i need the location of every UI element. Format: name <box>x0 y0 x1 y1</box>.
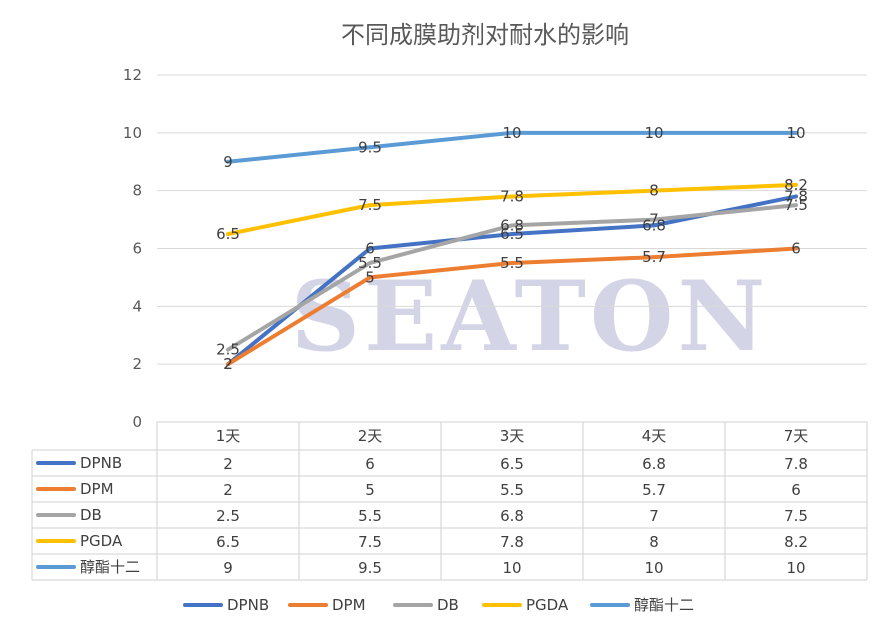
y-tick-label: 8 <box>132 182 142 200</box>
table-cell: 10 <box>502 559 521 577</box>
table-cell: 10 <box>644 559 663 577</box>
series-line-醇酯十二 <box>226 130 798 164</box>
series-line-DPM <box>226 246 798 367</box>
x-category-label: 3天 <box>500 427 525 445</box>
legend: DPNB DPM DB PGDA 醇酯十二 <box>183 596 694 614</box>
data-label: 5 <box>365 268 375 286</box>
x-category-label: 4天 <box>642 427 667 445</box>
table-cell: 6 <box>791 481 801 499</box>
data-label: 9 <box>223 153 233 171</box>
data-label: 7.5 <box>358 196 382 214</box>
data-label: 7.8 <box>784 187 808 205</box>
x-category-label: 7天 <box>784 427 809 445</box>
data-label: 7.5 <box>784 196 808 214</box>
data-label: 2 <box>223 355 233 373</box>
table-series-name: PGDA <box>80 532 123 550</box>
data-label: 5.7 <box>642 248 666 266</box>
data-label: 2.5 <box>216 341 240 359</box>
table-series-name: DPNB <box>80 454 122 472</box>
data-label: 10 <box>502 124 521 142</box>
table-series-name: DPM <box>80 480 114 498</box>
table-series-name: DB <box>80 506 102 524</box>
table-cell: 7.8 <box>784 455 808 473</box>
data-label: 8 <box>649 182 659 200</box>
data-label: 7 <box>649 211 659 229</box>
table-cell: 7.8 <box>500 533 524 551</box>
table-cell: 7 <box>649 507 659 525</box>
data-label: 7.8 <box>500 187 524 205</box>
data-label: 2 <box>223 355 233 373</box>
table-cell: 7.5 <box>784 507 808 525</box>
table-cell: 7.5 <box>358 533 382 551</box>
table-cell: 10 <box>786 559 805 577</box>
x-category-label: 1天 <box>216 427 241 445</box>
table-cell: 9 <box>223 559 233 577</box>
y-tick-label: 12 <box>123 66 142 84</box>
data-label: 10 <box>786 124 805 142</box>
data-label: 10 <box>644 124 663 142</box>
table-cell: 5.7 <box>642 481 666 499</box>
table-cell: 6.5 <box>500 455 524 473</box>
y-tick-label: 6 <box>132 240 142 258</box>
legend-label: DB <box>437 596 459 614</box>
data-label: 6.8 <box>500 216 524 234</box>
data-label: 6.8 <box>642 216 666 234</box>
y-tick-label: 0 <box>132 413 142 431</box>
legend-label: PGDA <box>526 596 569 614</box>
y-tick-label: 10 <box>123 124 142 142</box>
table-cell: 5.5 <box>358 507 382 525</box>
data-label: 5.5 <box>500 254 524 272</box>
series-line-DB <box>226 203 798 352</box>
table-cell: 6.5 <box>216 533 240 551</box>
x-category-label: 2天 <box>358 427 383 445</box>
data-label: 6.5 <box>500 225 524 243</box>
legend-label: DPNB <box>227 596 269 614</box>
legend-label: 醇酯十二 <box>634 596 694 614</box>
chart-title: 不同成膜助剂对耐水的影响 <box>341 21 629 49</box>
table-cell: 5.5 <box>500 481 524 499</box>
table-cell: 2.5 <box>216 507 240 525</box>
table-series-name: 醇酯十二 <box>80 558 140 576</box>
data-table: 1天 2天 3天 4天 7天 DPNB 2 6 6.5 6.8 7.8 DPM 2 5 5.5 5.7 6 DB 2… <box>31 421 868 581</box>
watermark-logo: SEATON <box>291 260 770 373</box>
table-cell: 6.8 <box>642 455 666 473</box>
y-axis-ticks: 0 2 4 6 8 10 12 <box>123 66 142 431</box>
table-cell: 6 <box>365 455 375 473</box>
data-label: 9.5 <box>358 138 382 156</box>
data-label: 6 <box>791 240 801 258</box>
table-cell: 8 <box>649 533 659 551</box>
y-tick-label: 4 <box>132 297 142 315</box>
data-label: 6.5 <box>216 225 240 243</box>
series-lines <box>226 130 798 367</box>
table-cell: 6.8 <box>500 507 524 525</box>
table-cell: 5 <box>365 481 375 499</box>
table-cell: 9.5 <box>358 559 382 577</box>
y-tick-label: 2 <box>132 355 142 373</box>
table-cell: 2 <box>223 481 233 499</box>
table-cell: 2 <box>223 455 233 473</box>
legend-label: DPM <box>332 596 366 614</box>
data-label: 8.2 <box>784 176 808 194</box>
data-label: 6 <box>365 240 375 258</box>
series-line-PGDA <box>226 182 798 237</box>
data-label: 5.5 <box>358 254 382 272</box>
table-cell: 8.2 <box>784 533 808 551</box>
